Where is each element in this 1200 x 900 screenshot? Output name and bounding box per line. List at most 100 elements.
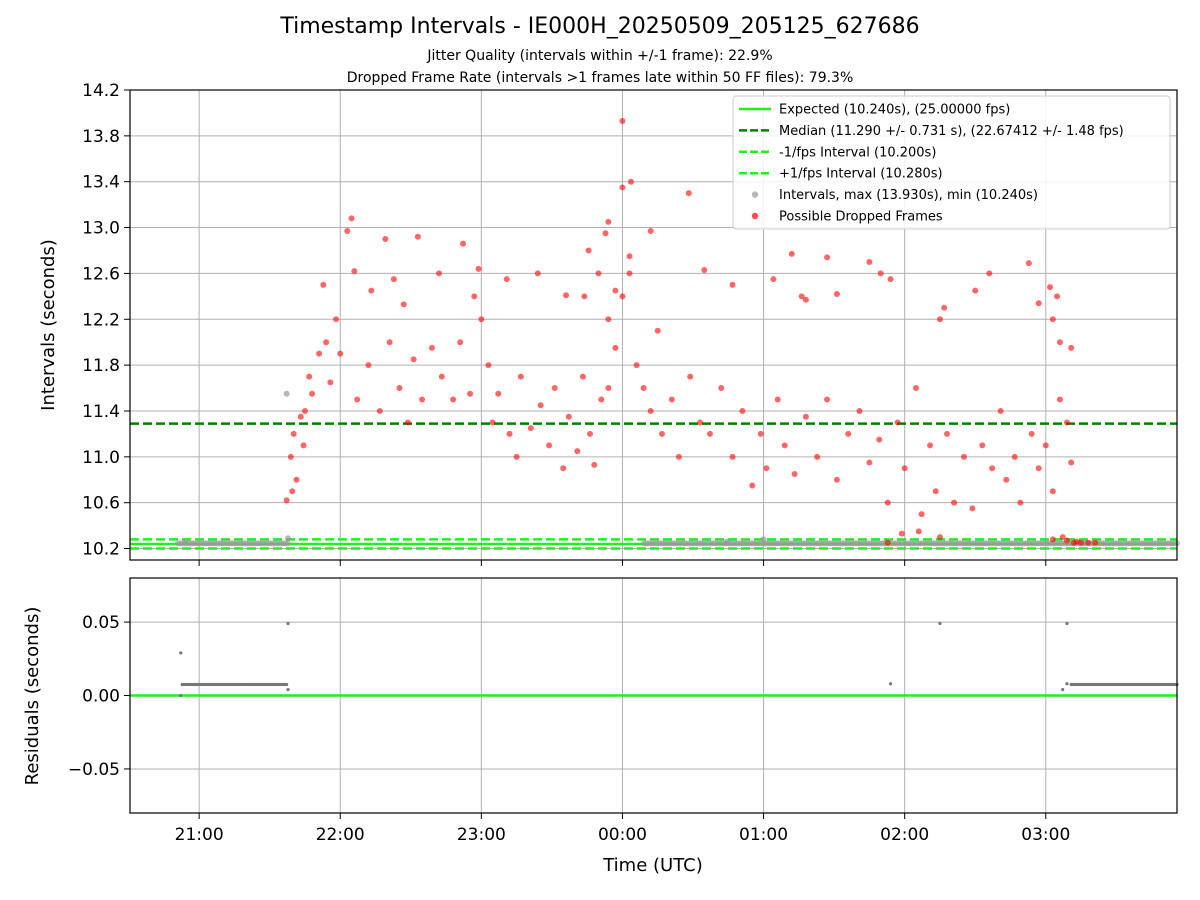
dropped-frame-point xyxy=(969,505,976,512)
dropped-frame-point xyxy=(619,117,626,124)
dropped-frame-point xyxy=(1047,284,1054,291)
dropped-frame-point xyxy=(400,301,407,308)
dropped-frame-point xyxy=(802,413,809,420)
residual-point xyxy=(1061,688,1065,692)
dropped-frame-point xyxy=(506,430,513,437)
dropped-frame-point xyxy=(887,276,894,283)
y-tick-label: 10.6 xyxy=(82,494,120,514)
dropped-frame-point xyxy=(460,240,467,247)
legend-box xyxy=(732,95,1171,230)
jitter-quality-subtitle: Jitter Quality (intervals within +/-1 fr… xyxy=(427,48,773,64)
dropped-frame-point xyxy=(856,407,863,414)
dropped-frame-point xyxy=(1035,300,1042,307)
dropped-frame-point xyxy=(697,419,704,426)
dropped-frame-point xyxy=(287,453,294,460)
dropped-frame-point xyxy=(658,430,665,437)
residual-point xyxy=(285,682,289,687)
dropped-frame-point xyxy=(619,293,626,300)
x-tick-label: 22:00 xyxy=(316,825,365,845)
residuals-panel: −0.05 0.00 0.05 21:00 22:00 23:00 00:00 01:00 0… xyxy=(22,577,1179,876)
intervals-plot-frame xyxy=(129,89,1178,561)
dropped-frame-point xyxy=(396,385,403,392)
residual-point xyxy=(179,693,183,698)
dropped-frame-point xyxy=(365,362,372,369)
dropped-frame-point xyxy=(309,390,316,397)
residual-point xyxy=(286,621,290,626)
dropped-frame-point xyxy=(951,499,958,506)
dropped-frame-point xyxy=(1049,488,1056,495)
interval-point xyxy=(760,536,767,543)
dropped-frame-point xyxy=(894,419,901,426)
dropped-frame-point xyxy=(687,373,694,380)
dropped-frame-point xyxy=(918,511,925,518)
dropped-frame-point xyxy=(943,430,950,437)
dropped-frame-point xyxy=(633,362,640,369)
dropped-frame-point xyxy=(647,407,654,414)
dropped-frame-point xyxy=(884,499,891,506)
dropped-frame-point xyxy=(1025,260,1032,267)
residual-point xyxy=(1065,682,1069,686)
dropped-frame-point xyxy=(824,254,831,261)
dropped-frame-point xyxy=(587,430,594,437)
y-tick-label: 10.2 xyxy=(82,540,120,560)
legend-entry: +1/fps Interval (10.280s) xyxy=(779,167,943,182)
dropped-frame-point xyxy=(1011,453,1018,460)
residual-point xyxy=(1065,621,1069,626)
dropped-frame-point xyxy=(972,287,979,294)
dropped-frame-point xyxy=(565,413,572,420)
interval-point xyxy=(283,390,290,397)
dropped-frame-point xyxy=(1035,465,1042,472)
dropped-frame-point xyxy=(414,233,421,240)
dropped-frame-point xyxy=(781,442,788,449)
dropped-frame-point xyxy=(457,339,464,346)
dropped-frame-point xyxy=(668,396,675,403)
dropped-frame-point xyxy=(1028,430,1035,437)
dropped-frame-point xyxy=(591,461,598,468)
y-tick-label: 0.00 xyxy=(82,687,120,707)
dropped-frame-point xyxy=(495,390,502,397)
dropped-frame-point xyxy=(1042,442,1049,449)
dropped-frame-point xyxy=(989,465,996,472)
dropped-frame-point xyxy=(289,488,296,495)
dropped-frame-point xyxy=(1003,476,1010,483)
dropped-frame-point xyxy=(1063,419,1070,426)
dropped-frame-point xyxy=(419,396,426,403)
y-tick-label: 13.0 xyxy=(82,219,120,239)
dropped-frame-point xyxy=(581,293,588,300)
dropped-frame-point xyxy=(471,293,478,300)
dropped-frame-point xyxy=(757,430,764,437)
dropped-frame-point xyxy=(685,190,692,197)
dropped-frame-point xyxy=(1068,459,1075,466)
dropped-frame-point xyxy=(788,250,795,257)
dropped-frame-point xyxy=(354,396,361,403)
dropped-frame-point xyxy=(404,419,411,426)
dropped-frame-point xyxy=(612,344,619,351)
dropped-frame-point xyxy=(1085,539,1092,546)
dropped-frame-point xyxy=(979,442,986,449)
dropped-frame-point xyxy=(605,385,612,392)
dropped-frame-point xyxy=(436,270,443,277)
dropped-frame-point xyxy=(706,430,713,437)
y-tick-label: 13.4 xyxy=(82,173,120,193)
dropped-frame-point xyxy=(798,293,805,300)
y-tick-label: 12.2 xyxy=(82,310,120,330)
dropped-frame-point xyxy=(537,402,544,409)
dropped-frame-point xyxy=(941,304,948,311)
dropped-frame-point xyxy=(898,530,905,537)
dropped-frame-point xyxy=(513,453,520,460)
interval-point xyxy=(182,538,189,545)
dropped-frame-point xyxy=(605,316,612,323)
dropped-frame-point xyxy=(654,327,661,334)
y-tick-label: 14.2 xyxy=(82,81,120,101)
y-tick-label: 11.4 xyxy=(82,402,120,422)
dropped-frame-rate-subtitle: Dropped Frame Rate (intervals >1 frames … xyxy=(346,70,854,86)
dropped-frame-point xyxy=(876,436,883,443)
y-tick-label: 0.05 xyxy=(82,613,120,633)
dropped-frame-point xyxy=(936,316,943,323)
dropped-frame-point xyxy=(1063,537,1070,544)
residual-point xyxy=(286,688,290,692)
dropped-frame-point xyxy=(605,218,612,225)
dropped-frame-point xyxy=(1054,293,1061,300)
dropped-frame-point xyxy=(297,413,304,420)
